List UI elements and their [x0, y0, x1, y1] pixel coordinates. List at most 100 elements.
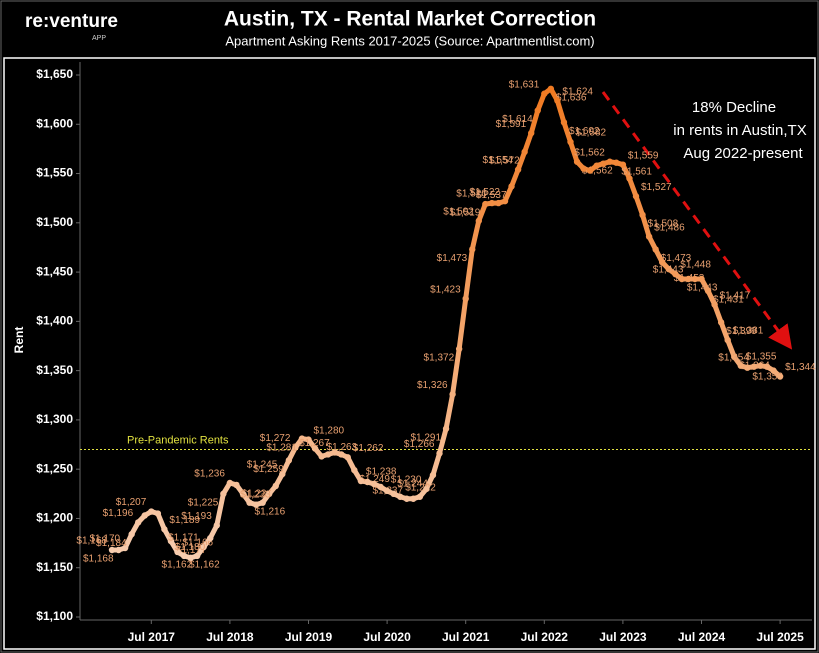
data-point [691, 275, 699, 283]
data-point [390, 490, 397, 498]
data-label: $1,168 [76, 536, 107, 547]
y-tick-label: $1,150 [36, 560, 73, 574]
data-label: $1,162 [189, 560, 220, 571]
data-label: $1,572 [489, 156, 520, 167]
data-point [246, 499, 253, 506]
data-label: $1,233 [240, 490, 271, 501]
data-point [311, 445, 319, 452]
data-point [586, 167, 594, 174]
data-point [488, 199, 496, 207]
data-point [678, 275, 686, 283]
decline-arrow [601, 91, 793, 350]
x-tick-label: Jul 2022 [521, 630, 569, 644]
data-point [606, 158, 613, 165]
y-tick-label: $1,350 [36, 363, 73, 377]
data-label: $1,448 [680, 260, 711, 271]
data-point [397, 493, 404, 500]
data-point [436, 450, 443, 457]
data-label: $1,249 [359, 474, 390, 485]
data-point [121, 544, 129, 552]
data-point [338, 451, 345, 458]
data-point [357, 477, 365, 485]
chart-subtitle: Apartment Asking Rents 2017-2025 (Source… [225, 33, 594, 48]
y-tick-label: $1,400 [36, 314, 73, 328]
data-point [344, 454, 351, 461]
data-label: $1,272 [260, 433, 291, 444]
data-point [560, 119, 568, 126]
data-point [613, 159, 620, 166]
data-point [115, 546, 122, 554]
data-point [711, 301, 718, 308]
data-point [174, 548, 181, 556]
data-label: $1,263 [327, 442, 358, 453]
data-label: $1,502 [443, 206, 474, 217]
data-label: $1,561 [621, 166, 652, 177]
data-point [763, 363, 771, 370]
data-point [521, 148, 528, 156]
y-axis-label: Rent [12, 327, 26, 354]
data-label: $1,636 [556, 92, 587, 103]
data-point [475, 217, 482, 225]
data-point [318, 453, 325, 460]
data-point [704, 287, 712, 295]
data-point [593, 162, 600, 169]
data-point [220, 490, 227, 498]
data-label: $1,624 [562, 86, 593, 97]
data-label: $1,216 [255, 506, 286, 517]
data-label: $1,189 [169, 515, 200, 526]
data-point [442, 425, 450, 432]
data-point [645, 233, 653, 240]
annotation: in rents in Austin,TX [673, 122, 806, 139]
data-point [508, 183, 515, 190]
data-label: $1,372 [424, 353, 455, 364]
data-label: $1,266 [404, 439, 435, 450]
data-label: $1,280 [314, 425, 345, 436]
data-label: $1,381 [733, 326, 764, 337]
data-point [685, 275, 692, 283]
data-label: $1,423 [430, 284, 461, 295]
data-point [324, 451, 332, 458]
data-point [226, 479, 234, 487]
data-label: $1,225 [188, 497, 219, 508]
data-point [285, 457, 293, 464]
data-point [776, 373, 784, 380]
data-label: $1,344 [785, 362, 816, 373]
data-label: $1,559 [628, 150, 659, 161]
data-label: $1,245 [247, 460, 278, 471]
data-point [495, 199, 502, 207]
data-point [279, 470, 286, 478]
data-point [187, 554, 194, 562]
data-point [528, 129, 535, 137]
data-point [416, 493, 424, 500]
data-point [135, 519, 142, 526]
data-point [377, 483, 384, 491]
data-label: $1,602 [569, 126, 600, 137]
y-tick-label: $1,650 [36, 67, 73, 81]
data-label: $1,238 [366, 467, 397, 478]
data-label: $1,508 [648, 219, 679, 230]
data-label: $1,262 [353, 443, 384, 454]
data-point [639, 211, 646, 219]
x-tick-label: Jul 2020 [363, 630, 411, 644]
data-point [757, 362, 764, 369]
data-point [514, 166, 522, 173]
data-label: $1,355 [746, 351, 777, 362]
data-point [193, 552, 201, 560]
data-point [298, 435, 306, 442]
y-tick-label: $1,500 [36, 215, 73, 229]
data-label: $1,170 [90, 534, 121, 545]
data-label: $1,354 [718, 352, 749, 363]
data-point [266, 490, 273, 498]
data-label: $1,486 [654, 222, 685, 233]
data-point [469, 246, 476, 253]
data-label: $1,431 [713, 294, 744, 305]
data-point [161, 526, 168, 533]
data-point [462, 295, 469, 302]
data-point [128, 531, 135, 538]
data-point [665, 265, 672, 273]
data-point [167, 537, 175, 545]
y-tick-label: $1,250 [36, 461, 73, 475]
data-point [207, 534, 214, 542]
x-tick-label: Jul 2017 [128, 630, 176, 644]
